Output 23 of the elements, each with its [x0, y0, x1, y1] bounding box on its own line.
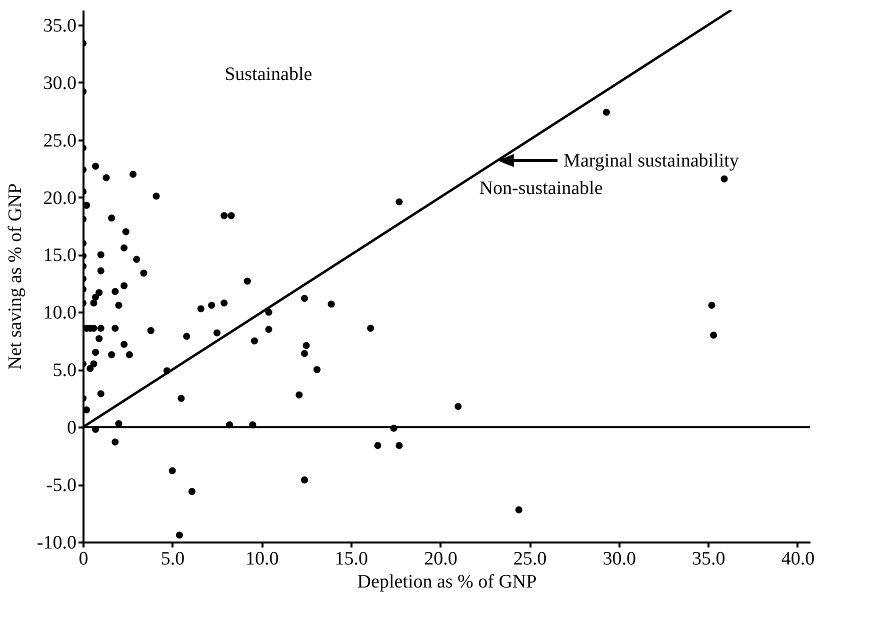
- y-tick-label: 25.0: [43, 130, 76, 152]
- x-tick-label: 5.0: [160, 548, 185, 570]
- x-tick-label: 20.0: [424, 548, 458, 570]
- y-tick-label: 15.0: [43, 245, 76, 266]
- y-tick-label: 0: [67, 418, 76, 439]
- x-axis-title: Depletion as % of GNP: [357, 572, 537, 592]
- y-axis-title: Net saving as % of GNP: [4, 183, 26, 370]
- x-tick-label: 40.0: [781, 548, 815, 570]
- y-tick-label: -10.0: [36, 532, 76, 554]
- y-tick-label: 30.0: [43, 72, 76, 94]
- y-tick-label: 20.0: [43, 188, 76, 209]
- y-tick-label: 35.0: [43, 15, 76, 36]
- y-tick-label: 10.0: [43, 302, 76, 324]
- annotation: Non-sustainable: [479, 178, 603, 200]
- x-tick-label: 35.0: [692, 548, 726, 570]
- x-tick-label: 15.0: [334, 548, 368, 570]
- annotation: Sustainable: [224, 64, 312, 85]
- x-tick-label: 30.0: [602, 548, 636, 570]
- y-tick-label: -5.0: [46, 475, 76, 496]
- y-tick-label: 5.0: [52, 360, 76, 382]
- x-tick-label: 10.0: [246, 548, 279, 570]
- x-tick-label: 25.0: [513, 548, 547, 570]
- annotation: Marginal sustainability: [564, 150, 740, 172]
